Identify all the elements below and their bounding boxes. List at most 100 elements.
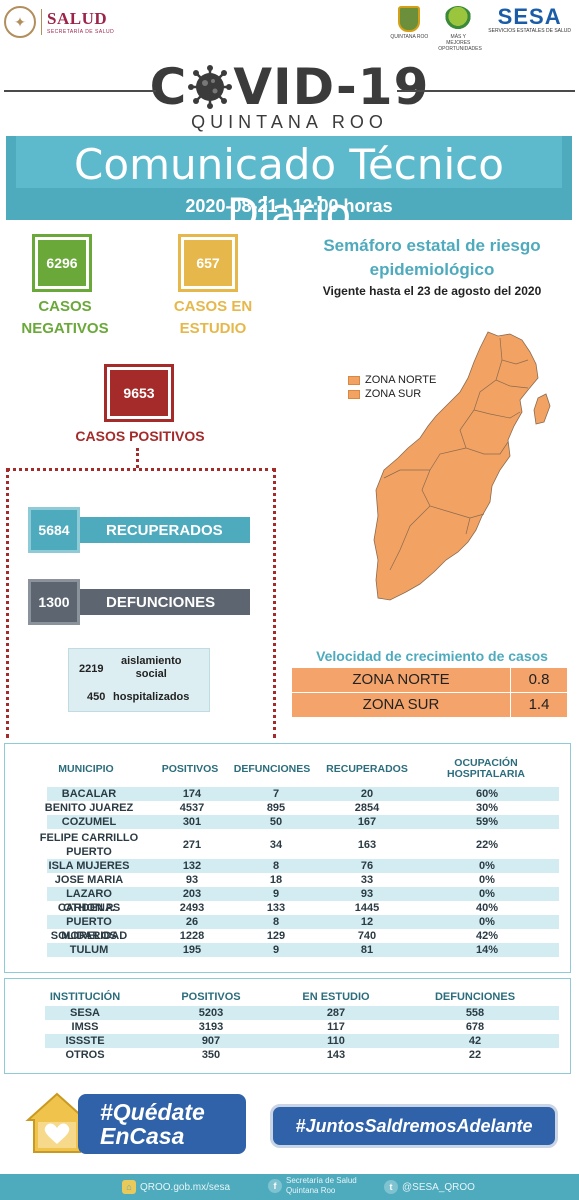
table-row: SESA 5203 287 558 bbox=[45, 1006, 559, 1020]
header-defunciones: DEFUNCIONES bbox=[434, 991, 516, 1003]
connector-line bbox=[6, 468, 9, 738]
virus-icon bbox=[188, 65, 233, 109]
estudio-label-line2: ESTUDIO bbox=[179, 320, 247, 337]
table-cell: 167 bbox=[357, 816, 377, 828]
table-cell: 34 bbox=[269, 839, 283, 851]
velocidad-row: ZONA NORTE 0.8 bbox=[292, 668, 567, 692]
communique-banner: Comunicado Técnico Diario 2020-08-21 | 1… bbox=[6, 136, 572, 238]
quedate-text: #Quédate EnCasa bbox=[78, 1094, 246, 1154]
sesa-name: SESA bbox=[497, 4, 562, 29]
header-recuperados: RECUPERADOS bbox=[326, 763, 408, 775]
negativos-count-box: 6296 bbox=[32, 234, 92, 292]
covid-title: C VID-19 bbox=[150, 58, 430, 116]
aislamiento-box: 2219 aislamiento social 450 hospitalizad… bbox=[68, 648, 210, 712]
connector-line bbox=[136, 448, 139, 468]
legend-swatch bbox=[348, 375, 360, 385]
table-cell: 42% bbox=[475, 930, 499, 942]
defunciones-label: DEFUNCIONES bbox=[80, 589, 250, 615]
table-cell: 42 bbox=[468, 1035, 482, 1047]
table-row: PUERTO MORELOS 26 8 12 0% bbox=[47, 915, 559, 942]
hospitalizados-label: hospitalizados bbox=[113, 691, 190, 703]
table-cell: 129 bbox=[266, 930, 286, 942]
header-en-estudio: EN ESTUDIO bbox=[302, 991, 370, 1003]
table-cell: 110 bbox=[327, 1035, 345, 1047]
salud-logo: ✦ SALUD SECRETARÍA DE SALUD bbox=[4, 6, 114, 38]
legend-label-norte: ZONA NORTE bbox=[365, 374, 437, 386]
facebook-line2: Quintana Roo bbox=[286, 1186, 336, 1195]
footer-twitter[interactable]: t @SESA_QROO bbox=[384, 1180, 475, 1194]
quintana-roo-map bbox=[373, 331, 551, 601]
negativos-value: 6296 bbox=[38, 240, 86, 286]
table-cell: PUERTO MORELOS bbox=[61, 916, 117, 942]
table-cell: 5203 bbox=[198, 1007, 224, 1019]
table-cell: 8 bbox=[272, 860, 280, 872]
table-cell: 1228 bbox=[179, 930, 205, 942]
covid-title-left: C bbox=[149, 58, 188, 116]
table-cell: 76 bbox=[360, 860, 374, 872]
state-shape bbox=[373, 331, 539, 601]
legend-item-norte: ZONA NORTE bbox=[348, 374, 436, 386]
velocidad-valor: 0.8 bbox=[528, 671, 550, 688]
table-row: BENITO JUAREZ 4537 895 2854 30% bbox=[45, 801, 559, 815]
facebook-icon: f bbox=[268, 1179, 282, 1193]
table-cell: SOLIDARIDAD bbox=[50, 930, 128, 942]
aislamiento-value: 2219 bbox=[79, 663, 104, 675]
aislamiento-label-line2: social bbox=[135, 668, 167, 680]
table-cell: OTROS bbox=[65, 1049, 105, 1061]
quedate-line2: EnCasa bbox=[100, 1123, 185, 1149]
mexico-seal-icon: ✦ bbox=[4, 6, 36, 38]
table-cell: 14% bbox=[475, 944, 499, 956]
velocidad-row: ZONA SUR 1.4 bbox=[292, 693, 567, 717]
sesa-logo: SESA SERVICIOS ESTATALES DE SALUD bbox=[488, 4, 571, 35]
table-row: SOLIDARIDAD 1228 129 740 42% bbox=[47, 929, 559, 943]
table-cell: 203 bbox=[182, 888, 202, 900]
table-cell: 12 bbox=[360, 916, 374, 928]
estudio-label: CASOS EN ESTUDIO bbox=[158, 296, 268, 340]
aislamiento-label-line1: aislamiento bbox=[121, 655, 182, 667]
table-cell: 4537 bbox=[179, 802, 205, 814]
table-row: OTROS 350 143 22 bbox=[45, 1048, 559, 1062]
table-row: COZUMEL 301 50 167 59% bbox=[47, 815, 559, 829]
twitter-icon: t bbox=[384, 1180, 398, 1194]
table-row: FELIPE CARRILLO PUERTO 271 34 163 22% bbox=[40, 831, 559, 859]
footer: ⌂ QROO.gob.mx/sesa f Secretaría de Salud… bbox=[0, 1174, 579, 1200]
qroo-caption: QUINTANA ROO bbox=[390, 34, 429, 40]
table-cell: 81 bbox=[360, 944, 374, 956]
estudio-count-box: 657 bbox=[178, 234, 238, 292]
semaforo-title-line2: epidemiológico bbox=[369, 260, 495, 279]
footer-facebook[interactable]: f Secretaría de Salud Quintana Roo bbox=[268, 1176, 357, 1196]
recuperados-stat: 5684 RECUPERADOS bbox=[28, 507, 250, 553]
header-ocupacion: OCUPACIÓN HOSPITALARIA bbox=[447, 757, 525, 780]
table-cell: 195 bbox=[182, 944, 202, 956]
semaforo-vigencia: Vigente hasta el 23 de agosto del 2020 bbox=[322, 284, 542, 298]
table-cell: 26 bbox=[185, 916, 199, 928]
table-cell: 350 bbox=[201, 1049, 221, 1061]
qroo-shield-icon bbox=[398, 6, 421, 32]
defunciones-stat: 1300 DEFUNCIONES bbox=[28, 579, 250, 625]
oportunidades-caption: MÁS Y MEJORES OPORTUNIDADES bbox=[438, 34, 482, 52]
footer-web-text: QROO.gob.mx/sesa bbox=[140, 1181, 231, 1193]
legend-item-sur: ZONA SUR bbox=[348, 388, 436, 400]
sesa-subtitle: SERVICIOS ESTATALES DE SALUD bbox=[488, 28, 571, 34]
table-row: ISLA MUJERES 132 8 76 0% bbox=[47, 859, 559, 873]
velocidad-title: Velocidad de crecimiento de casos bbox=[316, 648, 548, 664]
covid-title-right: VID-19 bbox=[233, 58, 430, 116]
table-row: OTHON P. BLANCO2493133144540% bbox=[47, 901, 559, 928]
tree-icon bbox=[444, 6, 473, 32]
table-cell: 2854 bbox=[354, 802, 380, 814]
table-cell: SESA bbox=[70, 1007, 100, 1019]
table-cell: COZUMEL bbox=[61, 816, 117, 828]
table-cell: 8 bbox=[272, 916, 280, 928]
table-cell: 0% bbox=[479, 874, 495, 886]
table-cell: BACALAR bbox=[61, 788, 117, 800]
table-cell: 678 bbox=[465, 1021, 485, 1033]
table-cell: 7 bbox=[272, 788, 280, 800]
table-cell: 18 bbox=[269, 874, 283, 886]
title-rule-left bbox=[4, 90, 156, 92]
table-row: JOSE MARIA MORELOS9318330% bbox=[47, 873, 559, 900]
velocidad-zona: ZONA NORTE bbox=[292, 668, 511, 692]
title-rule-right bbox=[397, 90, 575, 92]
table-cell: 40% bbox=[475, 902, 499, 914]
hospitalizados-value: 450 bbox=[87, 691, 106, 703]
footer-web[interactable]: ⌂ QROO.gob.mx/sesa bbox=[122, 1180, 230, 1194]
